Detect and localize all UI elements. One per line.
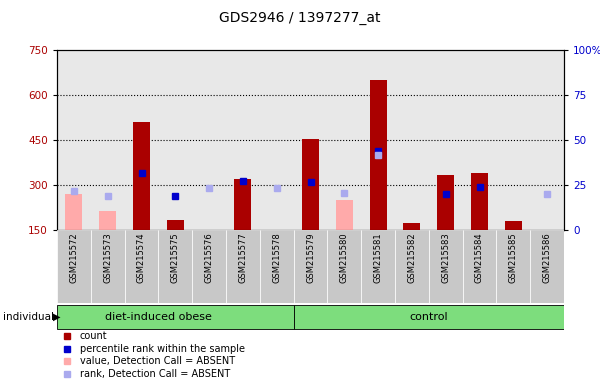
Bar — [361, 230, 395, 303]
Text: GSM215580: GSM215580 — [340, 233, 349, 283]
Bar — [336, 200, 353, 230]
Bar — [260, 230, 293, 303]
Bar — [302, 139, 319, 230]
Text: GSM215585: GSM215585 — [509, 233, 518, 283]
Text: diet-induced obese: diet-induced obese — [105, 312, 212, 322]
Text: GSM215573: GSM215573 — [103, 233, 112, 283]
Text: individual: individual — [3, 312, 54, 322]
Text: GSM215576: GSM215576 — [205, 233, 214, 283]
Text: GSM215582: GSM215582 — [407, 233, 416, 283]
Text: GSM215575: GSM215575 — [171, 233, 180, 283]
Text: GSM215586: GSM215586 — [542, 233, 551, 283]
Text: rank, Detection Call = ABSENT: rank, Detection Call = ABSENT — [80, 369, 230, 379]
Bar — [328, 230, 361, 303]
Text: count: count — [80, 331, 107, 341]
Text: GSM215578: GSM215578 — [272, 233, 281, 283]
Bar — [158, 230, 192, 303]
Bar — [192, 230, 226, 303]
Bar — [471, 173, 488, 230]
Text: control: control — [409, 312, 448, 322]
Bar — [57, 230, 91, 303]
FancyBboxPatch shape — [293, 305, 564, 329]
Text: ▶: ▶ — [53, 312, 60, 322]
Text: GSM215583: GSM215583 — [441, 233, 450, 283]
Text: value, Detection Call = ABSENT: value, Detection Call = ABSENT — [80, 356, 235, 366]
Bar — [293, 230, 328, 303]
Bar — [65, 194, 82, 230]
Bar — [125, 230, 158, 303]
Text: GSM215572: GSM215572 — [70, 233, 79, 283]
Bar — [235, 179, 251, 230]
FancyBboxPatch shape — [57, 305, 293, 329]
Bar — [403, 223, 421, 230]
Text: GSM215577: GSM215577 — [238, 233, 247, 283]
Text: GSM215579: GSM215579 — [306, 233, 315, 283]
Text: GSM215584: GSM215584 — [475, 233, 484, 283]
Text: GSM215581: GSM215581 — [374, 233, 383, 283]
Bar — [370, 80, 386, 230]
Bar — [437, 175, 454, 230]
Text: percentile rank within the sample: percentile rank within the sample — [80, 344, 245, 354]
Bar — [530, 230, 564, 303]
Bar — [91, 230, 125, 303]
Bar — [505, 221, 522, 230]
Bar — [133, 122, 150, 230]
Bar — [167, 220, 184, 230]
Bar — [226, 230, 260, 303]
Text: GSM215574: GSM215574 — [137, 233, 146, 283]
Bar — [429, 230, 463, 303]
Text: GDS2946 / 1397277_at: GDS2946 / 1397277_at — [219, 11, 381, 25]
Bar — [463, 230, 496, 303]
Bar — [496, 230, 530, 303]
Bar — [395, 230, 429, 303]
Bar — [99, 211, 116, 230]
